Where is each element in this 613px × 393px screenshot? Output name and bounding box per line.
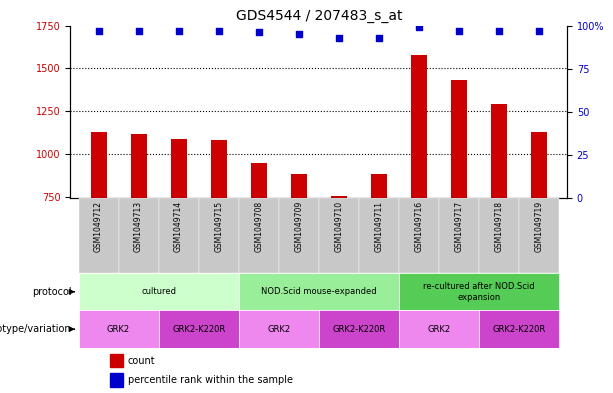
Text: GSM1049718: GSM1049718 [495, 201, 503, 252]
Point [254, 29, 264, 36]
Point [494, 28, 504, 34]
Bar [159, 310, 238, 348]
Text: GRK2-K220R: GRK2-K220R [332, 325, 386, 334]
Bar [159, 198, 199, 273]
Text: percentile rank within the sample: percentile rank within the sample [128, 375, 292, 386]
Text: GRK2-K220R: GRK2-K220R [172, 325, 225, 334]
Bar [238, 310, 319, 348]
Title: GDS4544 / 207483_s_at: GDS4544 / 207483_s_at [235, 9, 402, 23]
Point [334, 35, 344, 41]
Bar [519, 198, 559, 273]
Text: NOD.Scid mouse-expanded: NOD.Scid mouse-expanded [261, 287, 376, 296]
Point [134, 28, 143, 34]
Text: GSM1049711: GSM1049711 [375, 201, 383, 252]
Text: GRK2-K220R: GRK2-K220R [492, 325, 546, 334]
Bar [479, 198, 519, 273]
Text: GSM1049712: GSM1049712 [94, 201, 103, 252]
Bar [371, 174, 387, 198]
Text: GSM1049713: GSM1049713 [134, 201, 143, 252]
Text: GSM1049719: GSM1049719 [535, 201, 544, 252]
Bar [78, 310, 159, 348]
Text: GSM1049715: GSM1049715 [214, 201, 223, 252]
Point [374, 35, 384, 41]
Point [173, 28, 183, 34]
Bar [118, 198, 159, 273]
Bar [399, 310, 479, 348]
Text: GSM1049708: GSM1049708 [254, 201, 263, 252]
Text: GRK2: GRK2 [107, 325, 130, 334]
Point [94, 28, 104, 34]
Bar [238, 198, 279, 273]
Point [294, 31, 303, 37]
Bar [251, 163, 267, 198]
Text: GSM1049710: GSM1049710 [334, 201, 343, 252]
Text: re-cultured after NOD.Scid
expansion: re-cultured after NOD.Scid expansion [423, 282, 535, 301]
Point [454, 28, 464, 34]
Bar [170, 140, 186, 198]
Bar [319, 310, 399, 348]
Bar [211, 140, 227, 198]
Point [214, 28, 224, 34]
Bar [279, 198, 319, 273]
Text: GSM1049714: GSM1049714 [174, 201, 183, 252]
Bar [319, 198, 359, 273]
Text: GRK2: GRK2 [267, 325, 291, 334]
Bar [359, 198, 399, 273]
Bar [451, 80, 467, 198]
Point [534, 28, 544, 34]
Bar [238, 273, 399, 310]
Text: GRK2: GRK2 [427, 325, 451, 334]
Point [414, 24, 424, 30]
Bar [399, 273, 559, 310]
Bar [439, 198, 479, 273]
Text: GSM1049709: GSM1049709 [294, 201, 303, 252]
Text: protocol: protocol [32, 287, 71, 297]
Text: genotype/variation: genotype/variation [0, 324, 71, 334]
Text: count: count [128, 356, 155, 366]
Bar [131, 134, 147, 198]
Bar [110, 373, 123, 387]
Bar [399, 198, 439, 273]
Bar [78, 198, 118, 273]
Bar [531, 132, 547, 198]
Bar [411, 55, 427, 198]
Bar [110, 354, 123, 367]
Text: GSM1049717: GSM1049717 [454, 201, 463, 252]
Text: GSM1049716: GSM1049716 [414, 201, 424, 252]
Bar [91, 132, 107, 198]
Bar [479, 310, 559, 348]
Bar [491, 104, 507, 198]
Text: cultured: cultured [141, 287, 176, 296]
Bar [199, 198, 238, 273]
Bar [78, 273, 238, 310]
Bar [331, 196, 347, 198]
Bar [291, 174, 306, 198]
